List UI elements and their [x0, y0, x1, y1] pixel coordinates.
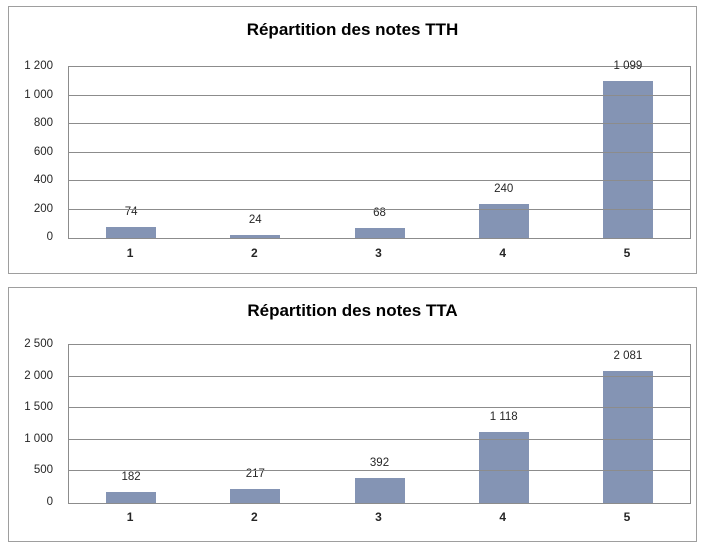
- gridline: [69, 151, 690, 153]
- bar-value-label: 68: [373, 207, 386, 220]
- bar-slot: 392: [317, 345, 441, 503]
- bar: [106, 491, 157, 503]
- bar-slot: 74: [69, 67, 193, 238]
- bar-value-label: 392: [369, 457, 390, 470]
- y-tick-label: 600: [33, 145, 53, 158]
- y-tick-label: 800: [33, 117, 53, 129]
- bar-slot: 24: [193, 67, 317, 238]
- bar-series-tta: 182 217 392 1 118 2 081: [69, 345, 690, 503]
- bar-series-tth: 74 24 68 240 1 099: [69, 60, 690, 238]
- chart-title-tta: Répartition des notes TTA: [247, 301, 458, 320]
- bar-value-label: 1 099: [613, 60, 643, 73]
- x-category-label: 3: [375, 510, 382, 524]
- y-tick-label: 400: [33, 174, 53, 186]
- y-tick-label: 2 000: [24, 369, 53, 382]
- y-tick-label: 1 000: [24, 88, 53, 101]
- bar-value-label: 2 081: [613, 350, 643, 363]
- y-axis-tth: 0 200 400 600 800 1 000 1 200: [9, 60, 61, 243]
- gridline: [69, 123, 690, 124]
- gridline: [69, 208, 690, 210]
- y-tick-label: 1 000: [24, 432, 53, 445]
- y-tick-label: 0: [46, 231, 53, 243]
- bar-slot: 182: [69, 345, 193, 503]
- bar-slot: 1 099: [566, 60, 690, 238]
- x-category-label: 3: [375, 246, 382, 260]
- y-tick-label: 1 200: [24, 60, 53, 72]
- bar-slot: 2 081: [566, 345, 690, 503]
- bar-value-label: 240: [494, 182, 514, 195]
- y-tick-label: 200: [33, 202, 53, 215]
- bar-slot: 240: [442, 67, 566, 238]
- bar: [602, 371, 653, 503]
- x-category-label: 1: [126, 510, 134, 524]
- x-category-label: 2: [250, 246, 258, 260]
- y-tick-label: 2 500: [24, 338, 53, 350]
- bar: [602, 81, 653, 238]
- bar: [106, 227, 157, 238]
- bar: [354, 228, 405, 238]
- bar-slot: 1 118: [442, 345, 566, 503]
- bar: [354, 478, 405, 503]
- bar: [230, 234, 281, 238]
- bar: [478, 203, 529, 238]
- x-category-label: 1: [126, 246, 134, 260]
- chart-panel-tth: Répartition des notes TTH 0 200 400 600 800 1…: [8, 6, 697, 274]
- x-category-label: 5: [623, 510, 631, 524]
- bar-value-label: 182: [121, 470, 141, 483]
- bar-slot: 217: [193, 345, 317, 503]
- y-axis-tta: 0 500 1 000 1 500 2 000 2 500: [9, 338, 61, 508]
- x-axis-tta: 1 2 3 4 5: [68, 510, 689, 528]
- chart-panel-tta: Répartition des notes TTA 0 500 1 000 1 500…: [8, 287, 697, 542]
- y-tick-label: 1 500: [24, 401, 53, 414]
- gridline: [69, 407, 690, 409]
- x-axis-tth: 1 2 3 4 5: [68, 246, 689, 264]
- bar: [230, 489, 281, 503]
- gridline: [69, 438, 690, 440]
- x-category-label: 4: [499, 510, 507, 524]
- bar-value-label: 24: [248, 213, 262, 226]
- bar-value-label: 1 118: [489, 411, 518, 424]
- y-tick-label: 500: [33, 464, 53, 477]
- bar: [478, 432, 529, 503]
- x-category-label: 4: [499, 246, 507, 260]
- gridline: [69, 470, 690, 472]
- x-category-label: 5: [623, 246, 631, 260]
- plot-area-tta: 182 217 392 1 118 2 081: [68, 344, 691, 504]
- bar-slot: 68: [317, 67, 441, 238]
- gridline: [69, 94, 690, 96]
- plot-area-tth: 74 24 68 240 1 099: [68, 60, 691, 239]
- y-tick-label: 0: [46, 496, 53, 508]
- gridline: [69, 180, 690, 181]
- gridline: [69, 375, 690, 377]
- x-category-label: 2: [250, 510, 258, 524]
- chart-title-tth: Répartition des notes TTH: [246, 20, 459, 39]
